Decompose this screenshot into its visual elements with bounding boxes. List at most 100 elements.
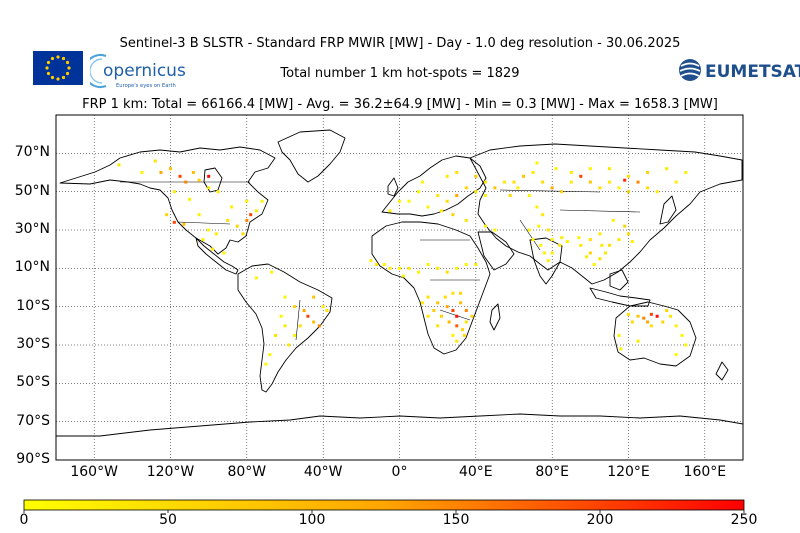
hotspot-point [188,197,192,201]
hotspot-point [214,232,218,236]
hotspot-point [298,324,302,328]
hotspot-point [569,171,573,174]
hotspot-point [636,180,640,184]
hotspot-point [560,236,564,240]
hotspot-point [401,274,405,278]
hotspot-point [611,218,615,222]
longitude-tick-label: 120°W [146,464,195,480]
hotspot-point [569,180,573,184]
hotspot-point [474,174,478,178]
eumetsat-globe-icon [679,59,701,81]
fire-hotspots [117,159,688,366]
hotspot-point [546,259,550,263]
hotspot-point [447,320,451,324]
colorbar [23,499,745,511]
hotspot-point [140,171,144,174]
hotspot-point [325,309,329,312]
hotspot-point [565,240,569,243]
hotspot-point [245,218,249,222]
hotspot-point [216,190,220,194]
hotspot-point [264,362,268,366]
longitude-tick-label: 160°E [683,464,727,480]
hotspot-point [226,218,230,222]
hotspot-point [655,190,659,194]
hotspot-point [588,251,592,255]
hotspot-point [455,171,459,174]
hotspot-point [153,159,157,163]
hotspot-point [273,333,277,337]
asia-outline [469,143,743,285]
hotspot-point [684,343,688,347]
hotspot-point [159,171,163,174]
graticule [56,115,743,460]
colorbar-tick-label: 250 [730,512,758,528]
hotspot-point [527,194,531,197]
hotspot-point [117,163,121,167]
colorbar-tick-label: 200 [586,512,614,528]
hotspot-point [172,220,176,224]
hotspot-point [646,186,650,190]
hotspot-point [398,199,401,203]
eumetsat-logo: EUMETSAT [679,59,800,82]
hotspot-point [184,180,188,184]
hotspot-point [474,263,478,266]
hotspot-point [455,194,459,197]
hotspot-point [588,167,592,171]
hotspot-point [541,213,545,217]
hotspot-point [459,301,463,305]
hotspot-point [455,324,459,328]
hotspot-point [558,243,562,247]
hotspot-point [165,213,169,217]
hotspot-point [426,263,430,266]
hotspot-point [436,194,440,197]
longitude-tick-label: 40°E [458,464,493,480]
hotspot-point [627,232,630,236]
hotspot-point [455,339,459,343]
hotspot-point [426,295,430,299]
antarctica-outline [56,413,743,437]
hotspot-point [426,205,430,209]
hotspot-point [312,295,316,299]
hotspot-point [607,167,611,171]
hotspot-point [543,251,547,255]
hotspot-point [459,291,463,295]
longitude-tick-label: 40°W [303,464,343,480]
hotspot-point [661,320,665,324]
coastlines [56,129,743,437]
hotspot-point [306,314,310,318]
hotspot-point [598,257,602,261]
hotspot-point [649,312,653,316]
hotspot-point [483,224,487,228]
hotspot-point [627,190,630,194]
latitude-tick-label: 10°N [14,259,50,276]
hotspot-point [592,263,596,266]
hotspot-point [436,301,440,305]
hotspot-point [630,320,634,324]
hotspot-point [182,222,186,226]
hotspot-point [665,167,669,171]
hotspot-point [445,270,449,274]
eu-star-icon [61,75,66,80]
borneo-outline [609,269,629,291]
eu-star-icon [67,66,71,70]
hotspot-point [464,186,468,190]
hotspot-point [407,266,411,270]
hotspot-point [455,314,459,318]
hotspot-point [268,353,272,357]
hotspot-point [598,232,602,236]
hotspot-point [178,174,182,178]
frp-statistics: FRP 1 km: Total = 66166.4 [MW] - Avg. = … [82,97,718,112]
hotspot-point [245,199,249,203]
hotspot-point [230,205,234,209]
hotspot-point [588,180,592,184]
hotspot-point [607,180,611,184]
copernicus-wordmark: opernicus [103,61,186,81]
hotspot-point [420,180,424,184]
colorbar-tick-label: 0 [19,512,29,528]
hotspot-point [665,309,669,312]
longitude-tick-label: 80°E [535,464,569,480]
hotspot-point [493,186,497,190]
south-america-outline [237,263,333,393]
hotspot-point [302,309,306,312]
hotspot-point [388,209,392,213]
